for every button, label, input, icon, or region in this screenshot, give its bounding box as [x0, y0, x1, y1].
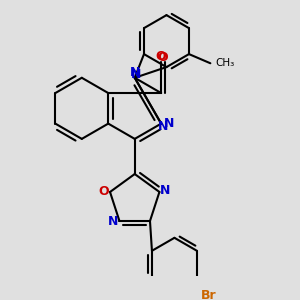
Text: O: O: [99, 185, 109, 199]
Text: O: O: [158, 51, 168, 64]
Text: N: N: [160, 184, 171, 197]
Text: N: N: [108, 214, 118, 227]
Text: N: N: [158, 120, 168, 133]
Text: N: N: [130, 66, 140, 79]
Text: CH₃: CH₃: [215, 58, 234, 68]
Text: O: O: [156, 50, 166, 63]
Text: Br: Br: [201, 289, 217, 300]
Text: N: N: [164, 117, 174, 130]
Text: N: N: [131, 68, 141, 81]
